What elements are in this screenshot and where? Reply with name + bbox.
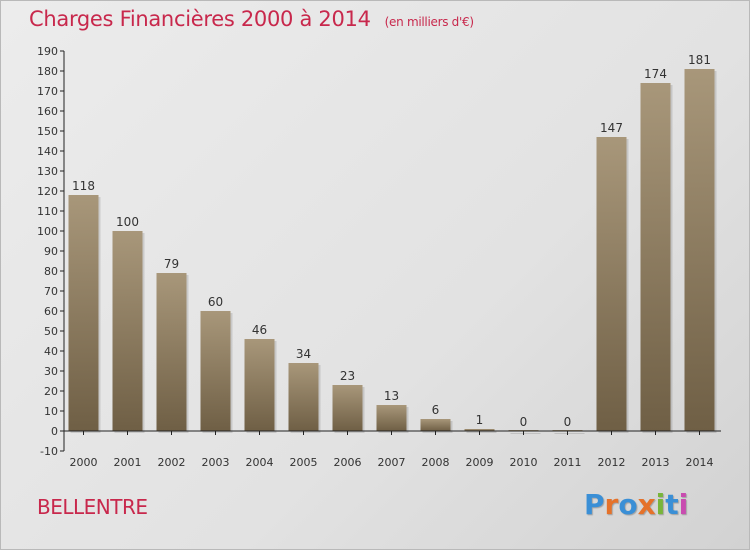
bar-2009 [464, 429, 495, 431]
x-tick-label: 2009 [466, 456, 494, 469]
bar-value-label: 60 [208, 295, 223, 309]
y-tick-label: 130 [37, 165, 58, 178]
x-tick-label: 2012 [598, 456, 626, 469]
bar-2006 [332, 385, 363, 431]
bar-2003 [200, 311, 231, 431]
bar-value-label: 0 [564, 415, 572, 429]
y-tick-label: 20 [44, 385, 58, 398]
commune-name: BELLENTRE [37, 495, 148, 519]
bar-value-label: 0 [520, 415, 528, 429]
x-tick-label: 2011 [554, 456, 582, 469]
x-tick-label: 2005 [290, 456, 318, 469]
bar-value-label: 79 [164, 257, 179, 271]
y-tick-label: 150 [37, 125, 58, 138]
y-tick-label: 80 [44, 265, 58, 278]
y-tick-label: 100 [37, 225, 58, 238]
bar-value-label: 100 [116, 215, 139, 229]
logo-letter: x [637, 488, 656, 521]
chart-title: Charges Financières 2000 à 2014 (en milli… [29, 7, 474, 31]
y-tick-label: 160 [37, 105, 58, 118]
bar-shadow [466, 431, 497, 433]
y-tick-label: 70 [44, 285, 58, 298]
bar-2007 [376, 405, 407, 431]
bar-value-label: 34 [296, 347, 311, 361]
bar-2008 [420, 419, 451, 431]
x-axis: 2000 2001 2002 2003 2004 2005 2006 2007 2008 2009… [64, 430, 721, 469]
y-tick-label: 40 [44, 345, 58, 358]
logo-letter: t [665, 488, 679, 521]
x-tick-label: 2008 [422, 456, 450, 469]
bar-value-label: 118 [72, 179, 95, 193]
y-tick-label: 90 [44, 245, 58, 258]
bar-value-label: 23 [340, 369, 355, 383]
chart-title-text: Charges Financières 2000 à 2014 [29, 7, 371, 31]
bar-value-label: 13 [384, 389, 399, 403]
y-tick-label: 120 [37, 185, 58, 198]
bar-2000 [68, 195, 99, 431]
bar-shadow [554, 433, 585, 434]
x-tick-label: 2004 [246, 456, 274, 469]
bar-2002 [156, 273, 187, 431]
logo-letter: P [584, 488, 605, 521]
bar-value-label: 181 [688, 53, 711, 67]
logo-letter: i [655, 488, 666, 521]
y-tick-label: 170 [37, 85, 58, 98]
y-tick-label: 190 [37, 45, 58, 58]
x-tick-label: 2006 [334, 456, 362, 469]
x-tick-label: 2014 [686, 456, 714, 469]
bar-value-label: 1 [476, 413, 484, 427]
x-tick-label: 2013 [642, 456, 670, 469]
bar-2013 [640, 83, 671, 431]
bar-2001 [112, 231, 143, 431]
y-tick-label: 140 [37, 145, 58, 158]
bar-2005 [288, 363, 319, 431]
y-tick-label: 10 [44, 405, 58, 418]
bar-shadow [510, 433, 541, 434]
x-tick-label: 2003 [202, 456, 230, 469]
y-axis: -10 0 10 20 30 40 50 60 70 80 90 100 110 120 130 140 150… [37, 45, 65, 458]
logo-letter: r [604, 488, 619, 521]
logo-letter: i [678, 488, 689, 521]
bar-value-label: 147 [600, 121, 623, 135]
y-tick-label: -10 [40, 445, 58, 458]
x-tick-label: 2000 [70, 456, 98, 469]
bar-value-label: 174 [644, 67, 667, 81]
bar-value-label: 6 [432, 403, 440, 417]
proxiti-logo: Proxiti [584, 488, 688, 521]
x-tick-label: 2002 [158, 456, 186, 469]
y-tick-label: 180 [37, 65, 58, 78]
chart-unit-label: (en milliers d'€) [384, 15, 474, 29]
bar-2012 [596, 137, 627, 431]
x-tick-label: 2007 [378, 456, 406, 469]
bar-2004 [244, 339, 275, 431]
y-tick-label: 60 [44, 305, 58, 318]
x-tick-label: 2001 [114, 456, 142, 469]
x-tick-label: 2010 [510, 456, 538, 469]
bar-value-label: 46 [252, 323, 267, 337]
y-tick-label: 110 [37, 205, 58, 218]
logo-letter: o [618, 488, 638, 521]
bar-2014 [684, 69, 715, 431]
y-tick-label: 30 [44, 365, 58, 378]
y-tick-label: 50 [44, 325, 58, 338]
y-tick-label: 0 [51, 425, 58, 438]
